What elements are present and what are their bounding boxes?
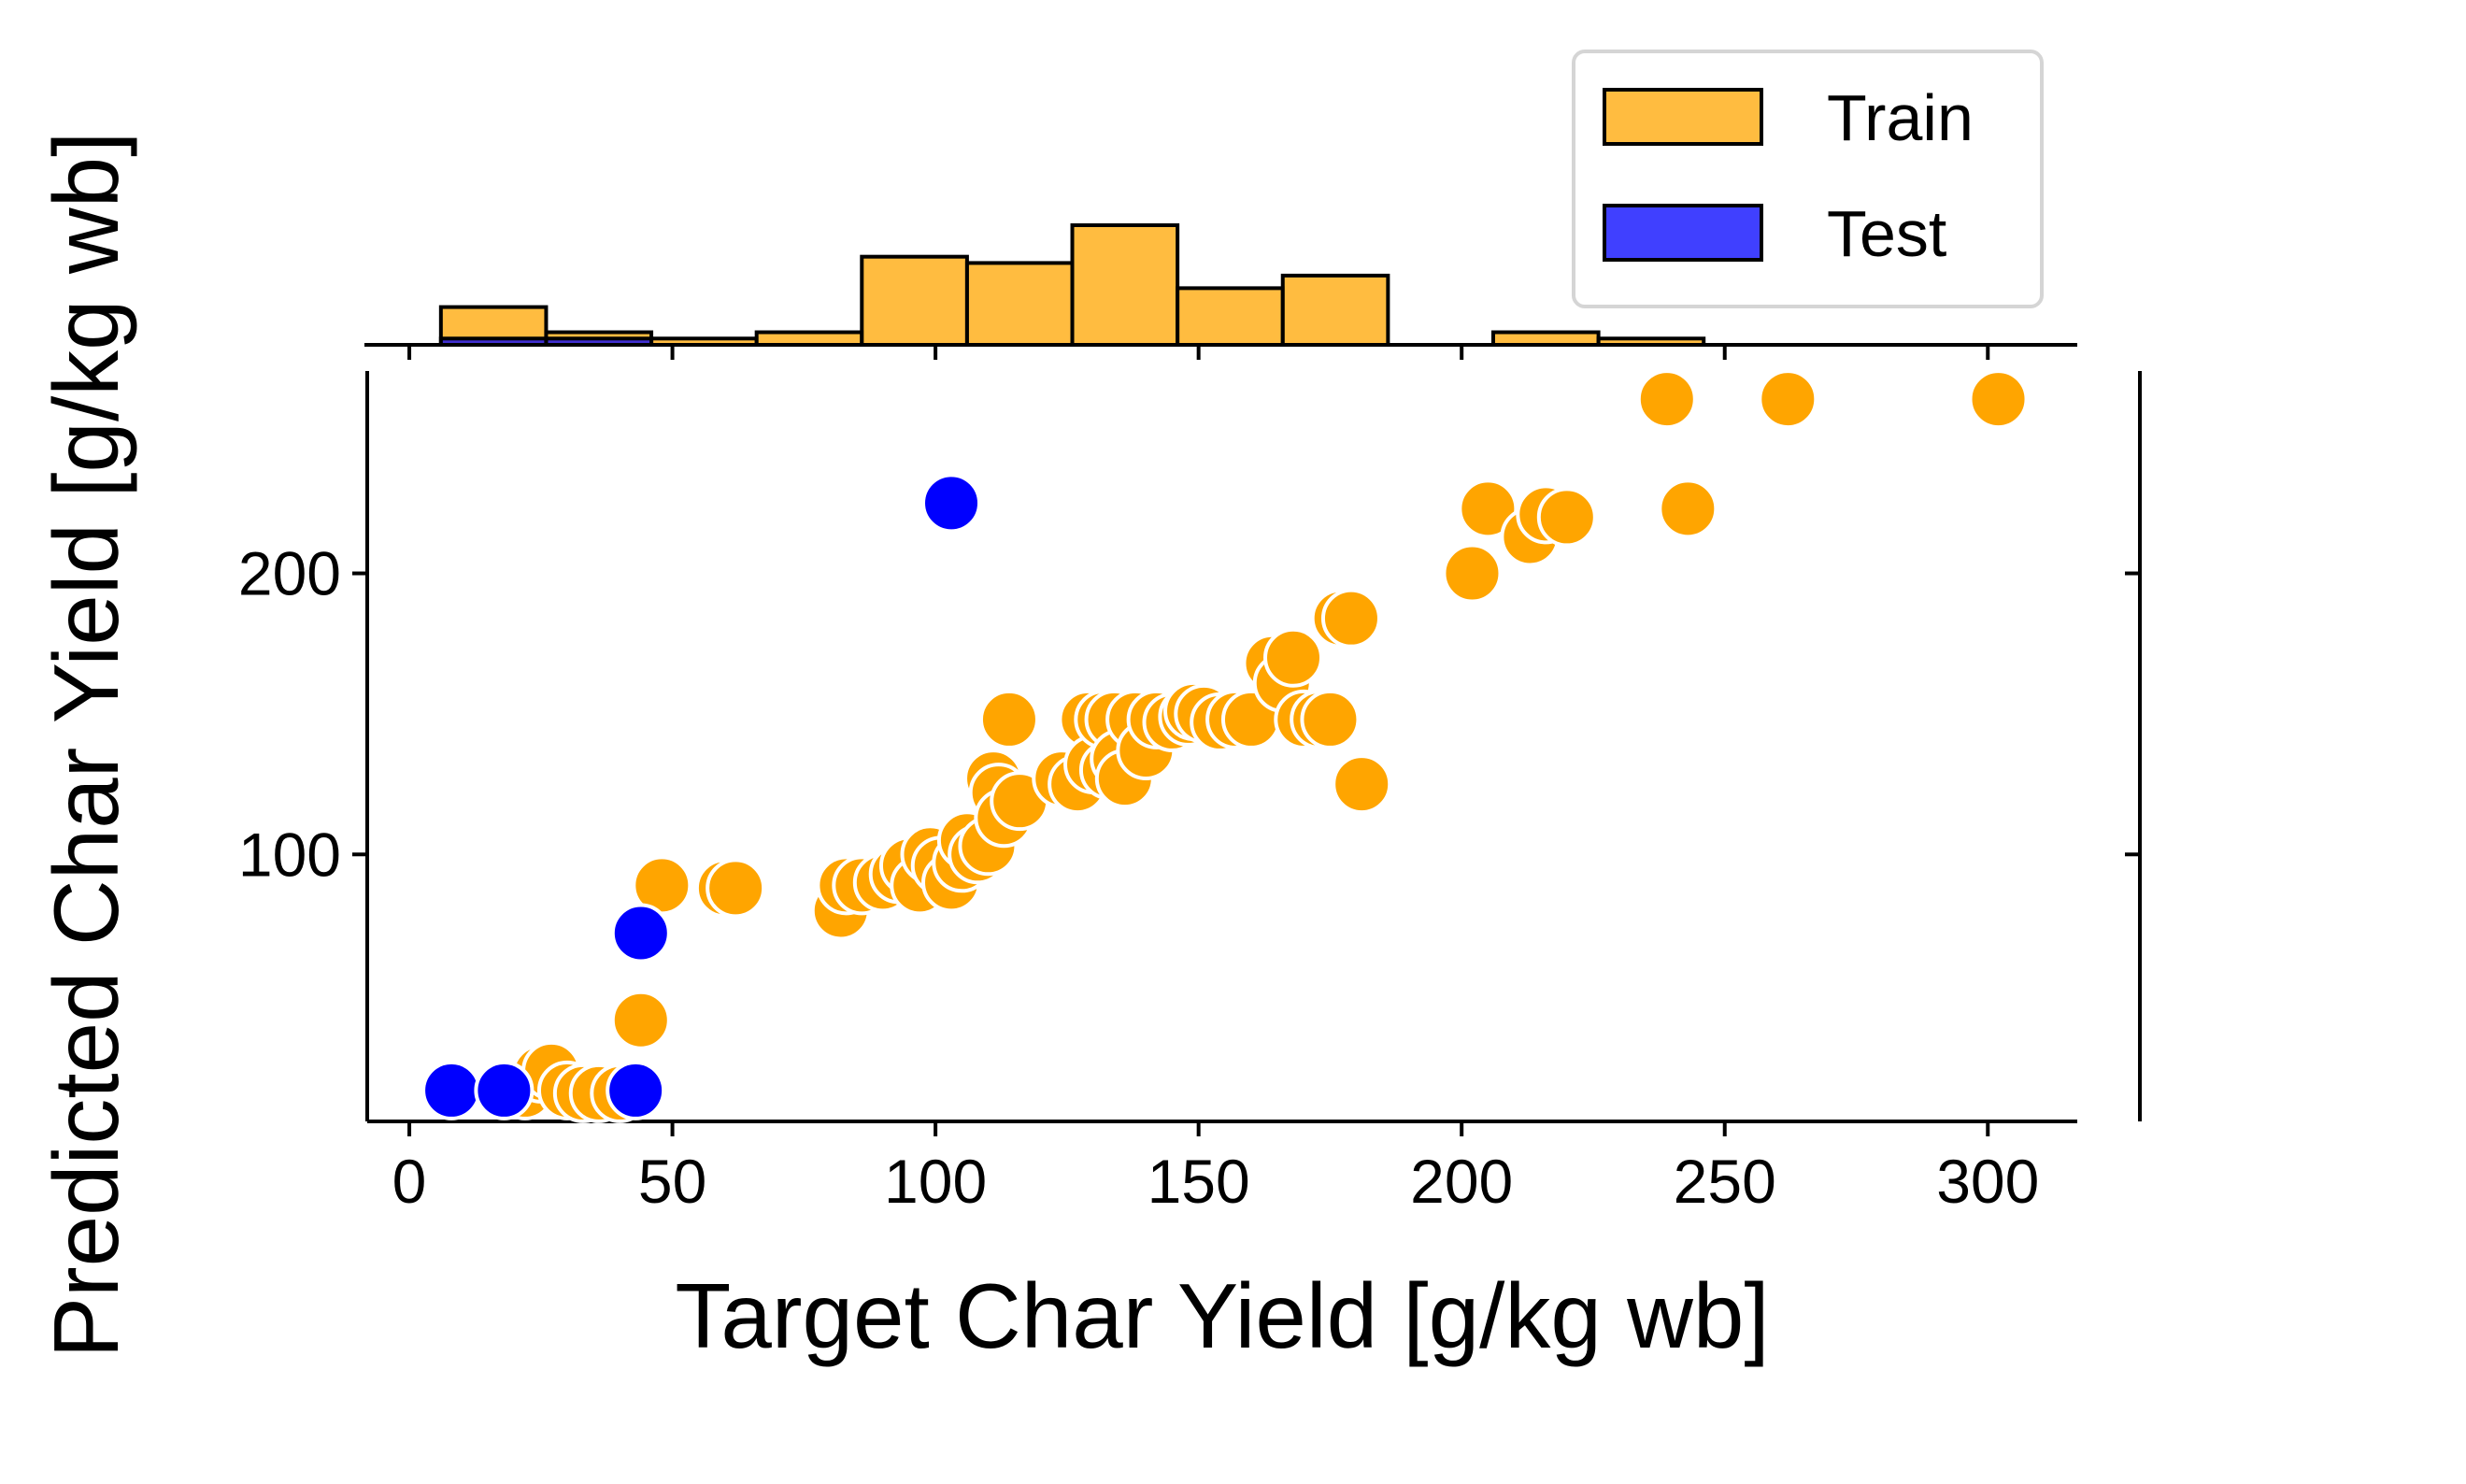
histogram-bar-train [1280,273,1390,348]
scatter-point-train [1458,478,1518,539]
scatter-point-train [1300,689,1361,749]
legend-label-train: Train [1827,81,1974,154]
scatter-point-train [1332,754,1392,815]
y-tick-label: 100 [238,820,341,889]
y-tick-label: 200 [238,539,341,608]
scatter-point-train [1263,627,1324,688]
histogram-bar-train [1070,223,1180,347]
x-tick-label: 150 [1147,1147,1250,1216]
histogram-bar-train [860,254,969,347]
scatter-point-train [1758,369,1818,430]
scatter-point-train [1658,478,1718,539]
y-axis-label: Predicted Char Yield [g/kg wb] [35,132,137,1359]
scatter-point-train [1968,369,2029,430]
scatter-point-test [606,1060,666,1120]
x-tick-label: 200 [1410,1147,1513,1216]
legend-swatch-test [1603,204,1763,262]
marginal-histogram [438,223,1706,348]
histogram-bar-train [964,261,1075,347]
scatter-point-test [610,903,671,963]
scatter-point-train [1442,543,1503,604]
histogram-bar-train [754,330,864,347]
scatter-point-train [1536,487,1597,548]
scatter-point-test [474,1060,535,1120]
legend-swatch-train [1603,88,1763,146]
scatter-point-train [978,689,1039,749]
histogram-bar-train [1490,330,1601,347]
legend-label-test: Test [1827,197,1946,270]
scatter-point-train [610,990,671,1050]
x-tick-label: 300 [1936,1147,2039,1216]
legend: Train Test [1572,50,2044,308]
histogram-bar-train [1176,286,1285,347]
scatter-point-train [706,858,766,919]
scatter-points [421,369,2029,1123]
scatter-point-train [1320,588,1381,649]
scatter-point-test [421,1060,482,1120]
x-tick-label: 100 [884,1147,987,1216]
x-tick-label: 250 [1674,1147,1776,1216]
x-tick-label: 50 [638,1147,706,1216]
scatter-point-train [1636,369,1697,430]
x-tick-label: 0 [392,1147,427,1216]
axis-ticks: 0 50 100 150 200 250 300 100 200 [238,345,2039,1216]
scatter-point-test [921,473,982,534]
x-axis-label: Target Char Yield [g/kg wb] [675,1264,1769,1367]
right-marginal-ticks [2125,571,2140,857]
